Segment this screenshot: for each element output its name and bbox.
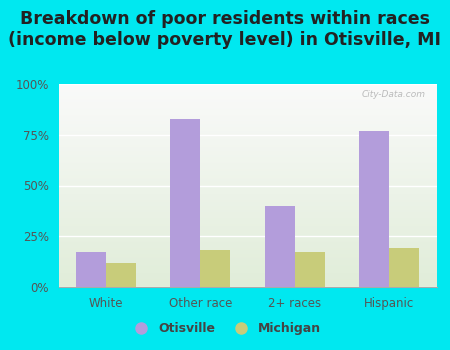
Bar [265, 206, 295, 287]
Bar [359, 131, 389, 287]
Bar [295, 252, 325, 287]
Bar [170, 119, 200, 287]
Legend: Otisville, Michigan: Otisville, Michigan [124, 317, 326, 340]
Bar [389, 248, 419, 287]
Text: City-Data.com: City-Data.com [361, 90, 425, 99]
Bar [200, 251, 230, 287]
Bar [76, 252, 106, 287]
Text: Breakdown of poor residents within races
(income below poverty level) in Otisvil: Breakdown of poor residents within races… [9, 10, 441, 49]
Bar [106, 262, 136, 287]
